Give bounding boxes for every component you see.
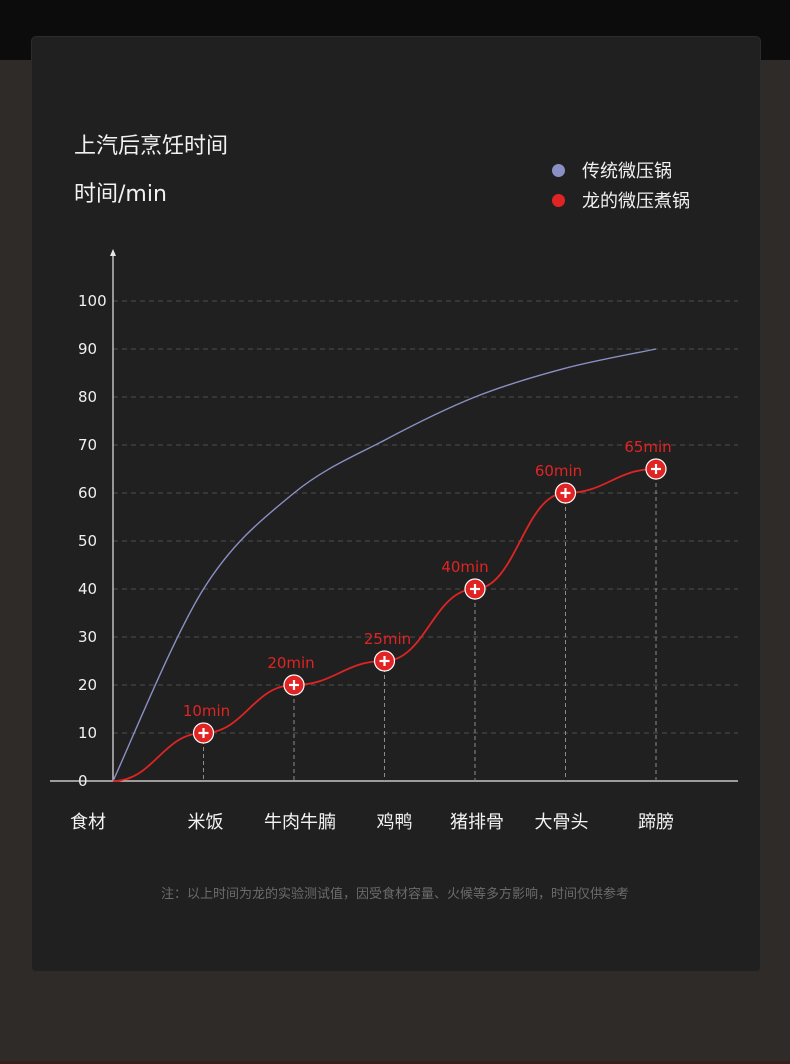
data-label: 25min [364, 630, 411, 648]
legend-label-traditional: 传统微压锅 [582, 161, 672, 182]
data-label: 40min [441, 558, 488, 576]
legend-item-longde: 龙的微压煮锅 [552, 185, 690, 215]
y-tick-label: 10 [78, 724, 97, 742]
footnote: 注：以上时间为龙的实验测试值，因受食材容量、火候等多方影响，时间仅供参考 [160, 887, 629, 902]
legend: 传统微压锅 龙的微压煮锅 [552, 155, 690, 215]
y-tick-label: 20 [78, 676, 97, 694]
y-tick-label: 90 [78, 340, 97, 358]
x-tick-label: 牛肉牛腩 [264, 812, 336, 833]
chart-card [32, 37, 760, 971]
x-axis-title: 食材 [70, 812, 106, 833]
data-point-marker [554, 482, 577, 504]
y-tick-label: 100 [78, 292, 107, 310]
y-tick-label: 40 [78, 580, 97, 598]
data-point-marker [192, 722, 215, 744]
x-tick-label: 大骨头 [535, 812, 589, 833]
data-point-marker [645, 458, 667, 480]
x-tick-label: 蹄膀 [638, 812, 674, 833]
y-axis-label: 时间/min [74, 182, 167, 207]
data-label: 65min [624, 438, 671, 456]
legend-marker-longde [552, 193, 565, 207]
data-point-marker [283, 674, 305, 696]
bottom-line [0, 1061, 790, 1064]
legend-item-traditional: 传统微压锅 [552, 155, 690, 185]
x-tick-label: 猪排骨 [450, 812, 504, 833]
data-point-marker [464, 578, 486, 600]
y-tick-label: 60 [78, 484, 97, 502]
y-tick-label: 70 [78, 436, 97, 454]
data-label: 60min [535, 462, 582, 480]
y-axis-arrow [110, 249, 116, 256]
data-label: 20min [267, 654, 314, 672]
series-line-traditional [112, 348, 657, 782]
y-tick-label: 30 [78, 628, 97, 646]
legend-label-longde: 龙的微压煮锅 [582, 191, 690, 212]
x-tick-label: 鸡鸭 [377, 812, 413, 833]
y-tick-label: 50 [78, 532, 97, 550]
chart-title: 上汽后烹饪时间 [74, 134, 229, 159]
data-label: 10min [183, 702, 230, 720]
legend-marker-traditional [552, 163, 565, 177]
y-tick-label: 80 [78, 388, 97, 406]
x-tick-label: 米饭 [188, 812, 224, 833]
data-point-marker [373, 650, 396, 672]
